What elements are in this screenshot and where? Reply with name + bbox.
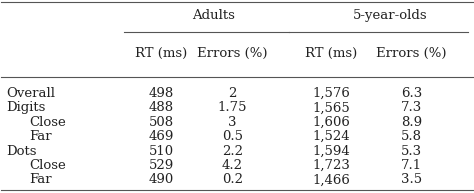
Text: RT (ms): RT (ms) xyxy=(305,47,357,60)
Text: 3: 3 xyxy=(228,116,237,129)
Text: 1,524: 1,524 xyxy=(312,130,350,143)
Text: 498: 498 xyxy=(149,87,174,100)
Text: Errors (%): Errors (%) xyxy=(376,47,447,60)
Text: 5.3: 5.3 xyxy=(401,145,422,158)
Text: Dots: Dots xyxy=(6,145,36,158)
Text: 4.2: 4.2 xyxy=(222,159,243,172)
Text: 1,606: 1,606 xyxy=(312,116,350,129)
Text: 469: 469 xyxy=(149,130,174,143)
Text: Close: Close xyxy=(30,159,66,172)
Text: 7.1: 7.1 xyxy=(401,159,422,172)
Text: 1.75: 1.75 xyxy=(218,101,247,114)
Text: 508: 508 xyxy=(149,116,174,129)
Text: 490: 490 xyxy=(149,173,174,186)
Text: 1,576: 1,576 xyxy=(312,87,350,100)
Text: 1,466: 1,466 xyxy=(312,173,350,186)
Text: 1,565: 1,565 xyxy=(312,101,350,114)
Text: 0.2: 0.2 xyxy=(222,173,243,186)
Text: Far: Far xyxy=(30,130,52,143)
Text: Overall: Overall xyxy=(6,87,55,100)
Text: 6.3: 6.3 xyxy=(401,87,422,100)
Text: 7.3: 7.3 xyxy=(401,101,422,114)
Text: 0.5: 0.5 xyxy=(222,130,243,143)
Text: 1,594: 1,594 xyxy=(312,145,350,158)
Text: 1,723: 1,723 xyxy=(312,159,350,172)
Text: 2.2: 2.2 xyxy=(222,145,243,158)
Text: 2: 2 xyxy=(228,87,237,100)
Text: Close: Close xyxy=(30,116,66,129)
Text: 5.8: 5.8 xyxy=(401,130,422,143)
Text: Errors (%): Errors (%) xyxy=(197,47,267,60)
Text: 3.5: 3.5 xyxy=(401,173,422,186)
Text: 510: 510 xyxy=(149,145,174,158)
Text: 5-year-olds: 5-year-olds xyxy=(353,9,428,22)
Text: Far: Far xyxy=(30,173,52,186)
Text: RT (ms): RT (ms) xyxy=(136,47,188,60)
Text: 488: 488 xyxy=(149,101,174,114)
Text: Adults: Adults xyxy=(192,9,235,22)
Text: Digits: Digits xyxy=(6,101,46,114)
Text: 8.9: 8.9 xyxy=(401,116,422,129)
Text: 529: 529 xyxy=(149,159,174,172)
